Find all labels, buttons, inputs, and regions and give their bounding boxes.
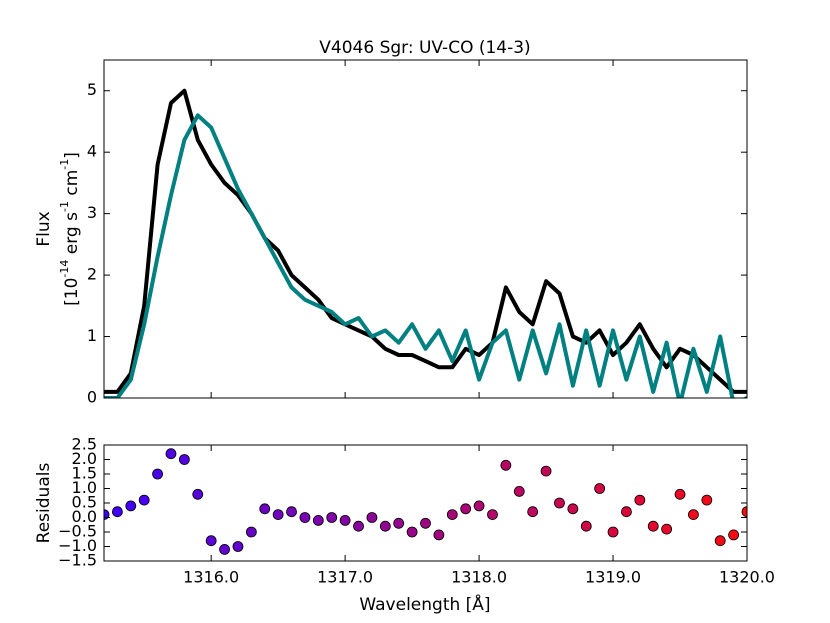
y-axis-units: [10-14 erg s-1 cm-1] xyxy=(58,152,82,306)
residual-point xyxy=(567,503,579,515)
residual-point xyxy=(607,526,619,538)
x-tick-label: 1318.0 xyxy=(451,568,507,587)
residual-point xyxy=(647,520,659,532)
residual-point xyxy=(540,465,552,477)
residual-point xyxy=(621,506,632,518)
y-tick-label: 0.0 xyxy=(72,507,97,526)
plot-area xyxy=(104,88,747,398)
y-axis-label: Residuals xyxy=(34,463,54,544)
residual-point xyxy=(487,509,498,520)
residual-point xyxy=(245,526,257,538)
residual-point xyxy=(353,520,364,532)
x-tick-label: 1320.0 xyxy=(719,568,775,587)
residual-point xyxy=(406,526,418,538)
residual-point xyxy=(433,529,445,541)
residual-point xyxy=(701,494,713,506)
y-tick-label: 2.5 xyxy=(72,435,97,454)
axes-frame xyxy=(103,444,748,562)
y-tick-label: 2.0 xyxy=(72,449,97,468)
y-tick-label: 5 xyxy=(87,80,97,99)
residual-point xyxy=(379,520,391,532)
axes-frame xyxy=(103,59,748,399)
y-tick-label: 1.5 xyxy=(72,464,97,483)
residual-point xyxy=(125,500,137,512)
residual-point xyxy=(111,506,123,518)
x-tick-label: 1319.0 xyxy=(585,568,641,587)
residual-point xyxy=(473,500,485,512)
y-axis-label: Flux xyxy=(34,211,54,246)
residual-point xyxy=(554,497,565,509)
x-tick-label: 1316.0 xyxy=(183,568,239,587)
residual-point xyxy=(165,448,177,460)
residual-point xyxy=(634,494,646,506)
residual-point xyxy=(714,535,726,547)
spectrum-line xyxy=(104,113,747,398)
residual-point xyxy=(232,541,244,552)
residual-point xyxy=(152,468,163,480)
residual-point xyxy=(513,485,525,497)
residual-point xyxy=(192,488,204,500)
y-tick-label: 0 xyxy=(87,388,97,407)
y-tick-label: −0.5 xyxy=(58,522,97,541)
y-tick-label: −1.5 xyxy=(58,551,97,570)
residual-point xyxy=(500,459,512,471)
residual-point xyxy=(420,517,431,529)
residual-point xyxy=(259,503,271,515)
residual-point xyxy=(594,483,606,494)
residual-point xyxy=(728,529,740,541)
residual-point xyxy=(272,509,284,520)
residual-point xyxy=(674,488,686,500)
y-tick-label: −1.0 xyxy=(58,536,97,555)
y-tick-label: 4 xyxy=(87,142,97,161)
residual-point xyxy=(460,503,472,515)
y-tick-label: 1 xyxy=(87,326,97,345)
residual-point xyxy=(688,509,699,520)
y-tick-label: 3 xyxy=(87,203,97,222)
x-tick-label: 1317.0 xyxy=(317,568,373,587)
residual-point xyxy=(178,454,190,465)
residual-point xyxy=(741,506,747,518)
residual-point xyxy=(326,512,338,523)
residual-point xyxy=(661,523,673,535)
residual-point xyxy=(219,544,230,555)
residual-point xyxy=(339,515,351,526)
residual-point xyxy=(527,506,539,518)
residual-point xyxy=(446,509,458,520)
spectrum-line xyxy=(104,88,747,394)
residual-point xyxy=(138,494,150,506)
residual-point xyxy=(366,512,378,523)
y-tick-label: 2 xyxy=(87,265,97,284)
y-tick-label: 1.0 xyxy=(72,478,97,497)
residual-point xyxy=(312,515,324,526)
residual-point xyxy=(299,512,311,523)
plot-area xyxy=(104,448,747,555)
y-tick-label: 0.5 xyxy=(72,493,97,512)
residual-point xyxy=(393,517,405,529)
x-axis-label: Wavelength [Å] xyxy=(359,593,490,615)
residual-point xyxy=(580,520,592,532)
residual-point xyxy=(205,535,217,547)
residual-point xyxy=(286,506,297,518)
chart-title: V4046 Sgr: UV-CO (14-3) xyxy=(319,38,530,58)
